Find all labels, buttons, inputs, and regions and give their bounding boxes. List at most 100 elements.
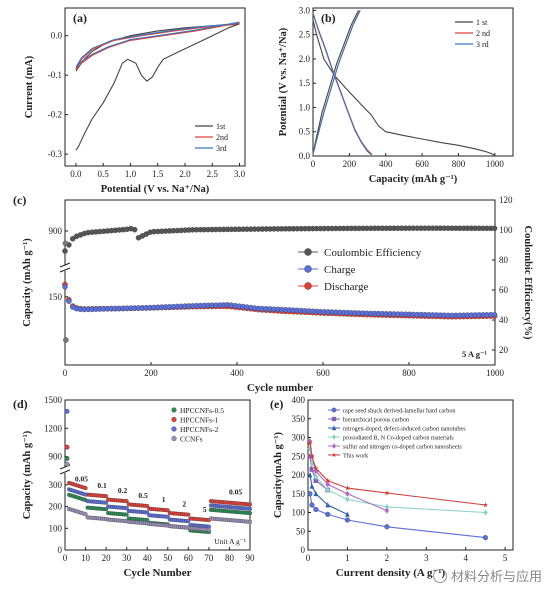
- panel-e-point: [384, 524, 390, 530]
- panel-e-point: [344, 517, 350, 523]
- panel-c-ytick-left-label: 150: [49, 292, 63, 302]
- panel-d-frame: [64, 399, 251, 551]
- panel-d-legend-label: HPCCNFs-2: [180, 425, 219, 434]
- panel-d-label: (d): [13, 397, 28, 411]
- panel-d-point: [206, 527, 211, 532]
- panel-c-xtick-label: 600: [316, 368, 330, 378]
- panel-e-point: [384, 507, 390, 514]
- panel-e-point: [345, 511, 350, 517]
- panel-e-xtick-label: 1: [345, 553, 350, 563]
- panel-b-xtick-label: 1000: [486, 159, 505, 169]
- panel-d-point: [247, 506, 253, 511]
- panel-d-rate-label: 0.2: [118, 486, 128, 495]
- panel-b-label: (b): [321, 11, 336, 25]
- panel-d-xtick-label: 70: [204, 553, 214, 563]
- panel-e-ytick-label: 250: [292, 451, 306, 461]
- panel-d-point: [104, 500, 109, 505]
- panel-d-xtick-label: 20: [102, 553, 112, 563]
- panel-c-axis-break: [59, 262, 71, 268]
- panel-d-xtick-label: 30: [122, 553, 132, 563]
- panel-e-point: [384, 503, 390, 510]
- watermark-text: 材料分析与应用: [450, 570, 542, 585]
- panel-d-rate-label: 0.1: [97, 481, 107, 490]
- panel-b-xtick-label: 400: [379, 159, 393, 169]
- panel-e-xtick-label: 4: [463, 553, 468, 563]
- panel-a-xtick-label: 3.0: [234, 169, 246, 179]
- panel-a-ytick-label: 0.0: [51, 31, 63, 41]
- panel-e-point: [309, 466, 315, 472]
- panel-c-legend-marker: [304, 282, 312, 290]
- panel-c-ytick-right-label: 100: [499, 225, 513, 235]
- panel-c-legend-marker: [304, 265, 312, 273]
- panel-d-point: [247, 511, 253, 516]
- panel-a-xtick-label: 2.0: [179, 169, 191, 179]
- panel-d-ytick-label: 0: [58, 545, 63, 555]
- panel-c-point: [62, 248, 68, 254]
- panel-e-point: [345, 496, 350, 503]
- panel-d-point: [64, 408, 70, 414]
- panel-b-ytick-label: 3.0: [299, 5, 311, 15]
- panel-c-ytick-right-label: 60: [499, 285, 509, 295]
- panel-b-xlabel: Capacity (mAh g⁻¹): [369, 174, 458, 185]
- panel-d-legend-marker: [171, 416, 177, 423]
- panel-e-point: [313, 490, 319, 497]
- panel-c-ylabel: Capacity (mAh g⁻¹): [22, 238, 33, 327]
- panel-e-point: [313, 473, 319, 480]
- panel-d-ytick-label: 1200: [44, 423, 63, 433]
- panel-b-series-6: [312, 10, 361, 155]
- panel-d-ytick-label: 100: [49, 523, 63, 533]
- panel-a-xtick-label: 0.0: [70, 169, 82, 179]
- wechat-icon: [432, 568, 447, 583]
- panel-a-xtick-label: 2.5: [207, 169, 219, 179]
- panel-c-point: [491, 311, 498, 318]
- panel-d-point: [64, 456, 70, 461]
- panel-a-ytick-label: -0.3: [48, 149, 63, 159]
- panel-e-ylabel: Capacity(mAh g⁻¹): [273, 432, 284, 518]
- panel-c-point: [63, 337, 69, 343]
- panel-b-ylabel: Potential (V vs. Na⁺/Na): [278, 27, 289, 136]
- panel-d-xlabel: Cycle Number: [123, 567, 191, 579]
- panel-e-ytick-label: 350: [292, 414, 306, 424]
- panel-b-xtick-label: 600: [415, 159, 429, 169]
- panel-d-legend-marker: [171, 426, 177, 432]
- panel-d-ytick-label: 300: [49, 480, 63, 490]
- panel-d-point: [64, 444, 70, 450]
- panel-e-legend-marker: [331, 425, 337, 431]
- panel-d-point: [83, 492, 88, 497]
- panel-d-point: [83, 512, 88, 517]
- panel-e-point: [325, 511, 331, 517]
- panel-e-legend-label: This work: [343, 453, 369, 460]
- panel-d-point: [247, 519, 253, 524]
- panel-c-point: [491, 225, 498, 232]
- panel-e-legend-marker: [331, 443, 337, 449]
- panel-c-point: [131, 226, 138, 233]
- panel-d-xtick-label: 0: [63, 553, 68, 563]
- panel-e-point: [313, 465, 319, 471]
- panel-a-xtick-label: 1.5: [152, 169, 164, 179]
- panel-e-ytick-label: 400: [292, 395, 306, 405]
- panel-c-legend-label: Charge: [324, 264, 356, 276]
- panel-c-xtick-label: 800: [402, 368, 416, 378]
- panel-d-axis-break-mask: [61, 467, 69, 473]
- panel-e-point: [384, 490, 390, 496]
- panel-c-ytick-right-label: 20: [499, 345, 509, 355]
- panel-c-ylabel-right: Coulombic Efficiency(%): [522, 225, 533, 340]
- panel-e-point: [325, 487, 331, 493]
- panel-c-point: [62, 240, 69, 247]
- panel-e-ytick-label: 100: [292, 508, 306, 518]
- panel-e-series-line: [309, 448, 486, 514]
- panel-d-axis-break: [59, 469, 71, 475]
- panel-a-series-1: [75, 23, 240, 151]
- panel-c-ytick-right-label: 120: [499, 195, 513, 205]
- panel-d-point: [145, 503, 150, 509]
- panel-e-point: [309, 483, 315, 489]
- panel-d-ytick-label: 200: [49, 502, 63, 512]
- panel-e-point: [307, 440, 313, 446]
- panel-e-series-line: [309, 493, 486, 539]
- panel-e-legend-marker: [331, 452, 337, 458]
- panel-c-frame: [64, 199, 496, 366]
- panel-b-ytick-label: 1.5: [299, 78, 311, 88]
- panel-a-frame: [64, 7, 246, 167]
- panel-e-point: [307, 472, 313, 478]
- panel-a-xtick-label: 0.5: [98, 169, 110, 179]
